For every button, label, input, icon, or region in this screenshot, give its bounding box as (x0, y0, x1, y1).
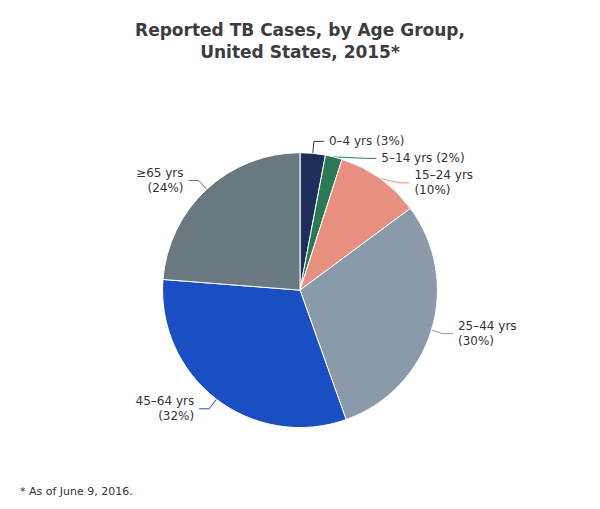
svg-text:≥65 yrs: ≥65 yrs (136, 166, 183, 180)
svg-text:United States, 2015*: United States, 2015* (200, 42, 400, 62)
svg-text:0–4 yrs (3%): 0–4 yrs (3%) (329, 134, 405, 148)
svg-text:Reported TB Cases, by Age Grou: Reported TB Cases, by Age Group, (135, 20, 465, 40)
svg-text:(32%): (32%) (158, 409, 194, 423)
svg-text:15–24 yrs: 15–24 yrs (414, 168, 473, 182)
svg-text:(30%): (30%) (458, 334, 494, 348)
svg-text:5–14 yrs (2%): 5–14 yrs (2%) (381, 151, 464, 165)
svg-text:(24%): (24%) (147, 181, 183, 195)
svg-text:* As of June 9, 2016.: * As of June 9, 2016. (20, 485, 133, 498)
svg-text:45–64 yrs: 45–64 yrs (136, 394, 195, 408)
svg-text:25–44 yrs: 25–44 yrs (458, 319, 517, 333)
svg-text:(10%): (10%) (414, 183, 450, 197)
